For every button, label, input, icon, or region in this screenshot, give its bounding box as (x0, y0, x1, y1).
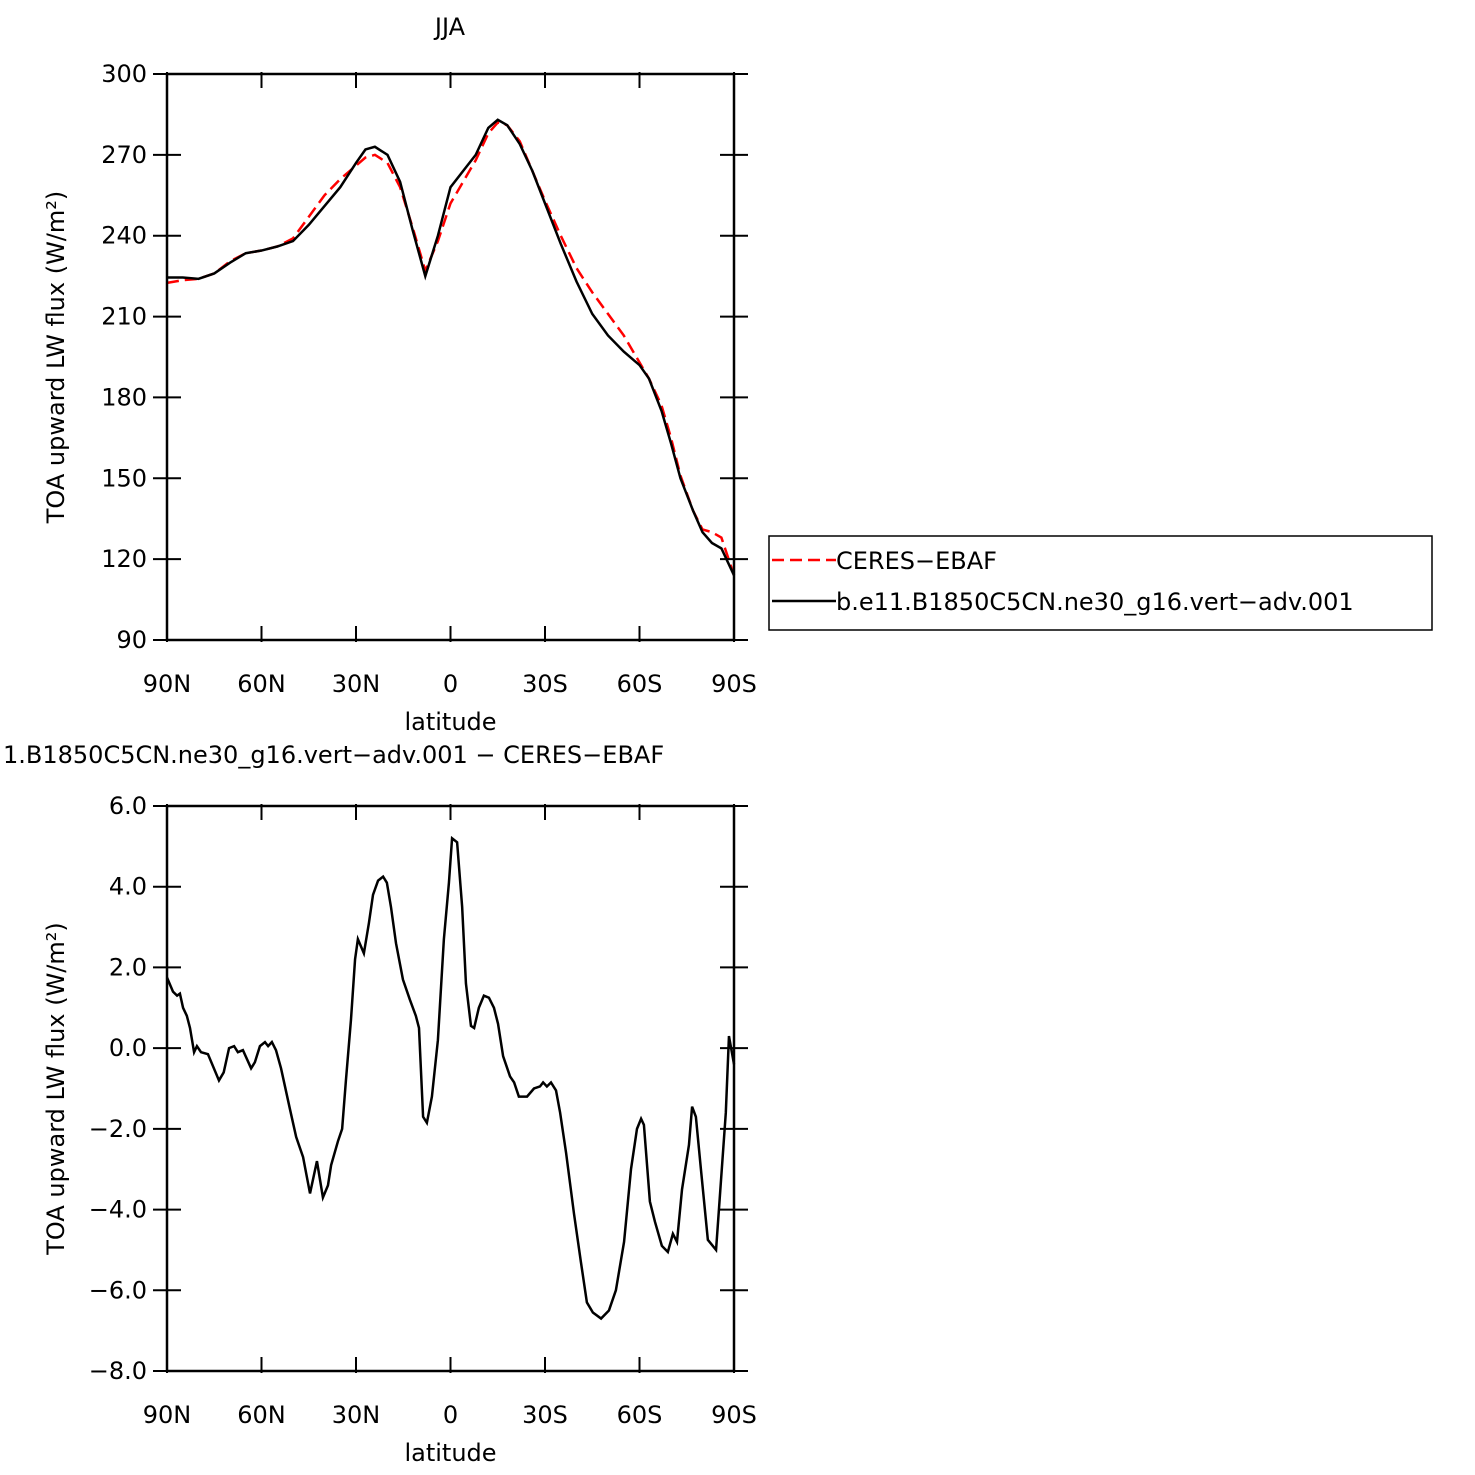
x-tick-label: 60N (237, 670, 286, 698)
legend-box (768, 535, 1433, 631)
x-tick-label: 30N (332, 1401, 381, 1429)
data-line (166, 121, 736, 576)
chart-title: JJA (433, 13, 466, 41)
y-tick-label: 150 (101, 464, 147, 492)
x-axis-label: latitude (404, 708, 496, 736)
y-tick-label: −8.0 (89, 1357, 147, 1385)
y-tick-label: 300 (101, 60, 147, 88)
plot-frame (165, 804, 736, 1373)
y-axis-label: TOA upward LW flux (W/m²) (42, 191, 70, 525)
chart-title: 1.B1850C5CN.ne30_g16.vert−adv.001 − CERE… (3, 741, 664, 769)
y-tick-label: 270 (101, 141, 147, 169)
x-tick-label: 30N (332, 670, 381, 698)
x-tick-label: 60N (237, 1401, 286, 1429)
legend-label: b.e11.B1850C5CN.ne30_g16.vert−adv.001 (836, 588, 1354, 616)
y-tick-label: 0.0 (109, 1034, 147, 1062)
y-axis-label: TOA upward LW flux (W/m²) (42, 922, 70, 1256)
y-tick-label: 210 (101, 303, 147, 331)
y-tick-label: −6.0 (89, 1276, 147, 1304)
data-line (167, 118, 736, 576)
y-tick-label: 240 (101, 222, 147, 250)
legend-label: CERES−EBAF (836, 547, 997, 575)
x-tick-label: 30S (522, 670, 568, 698)
x-tick-label: 0 (443, 670, 458, 698)
y-tick-label: 2.0 (109, 953, 147, 981)
x-tick-label: 90S (711, 1401, 757, 1429)
x-tick-label: 90N (143, 1401, 192, 1429)
plot-frame (165, 72, 736, 642)
y-tick-label: 4.0 (109, 873, 147, 901)
y-tick-label: 90 (116, 626, 147, 654)
x-tick-label: 30S (522, 1401, 568, 1429)
y-tick-label: 180 (101, 383, 147, 411)
y-tick-label: 120 (101, 545, 147, 573)
y-tick-label: −4.0 (89, 1196, 147, 1224)
x-tick-label: 60S (617, 1401, 663, 1429)
data-line (165, 835, 736, 1321)
x-tick-label: 0 (443, 1401, 458, 1429)
x-tick-label: 90S (711, 670, 757, 698)
x-tick-label: 60S (617, 670, 663, 698)
y-tick-label: −2.0 (89, 1115, 147, 1143)
y-tick-label: 6.0 (109, 792, 147, 820)
x-axis-label: latitude (404, 1439, 496, 1467)
x-tick-label: 90N (143, 670, 192, 698)
